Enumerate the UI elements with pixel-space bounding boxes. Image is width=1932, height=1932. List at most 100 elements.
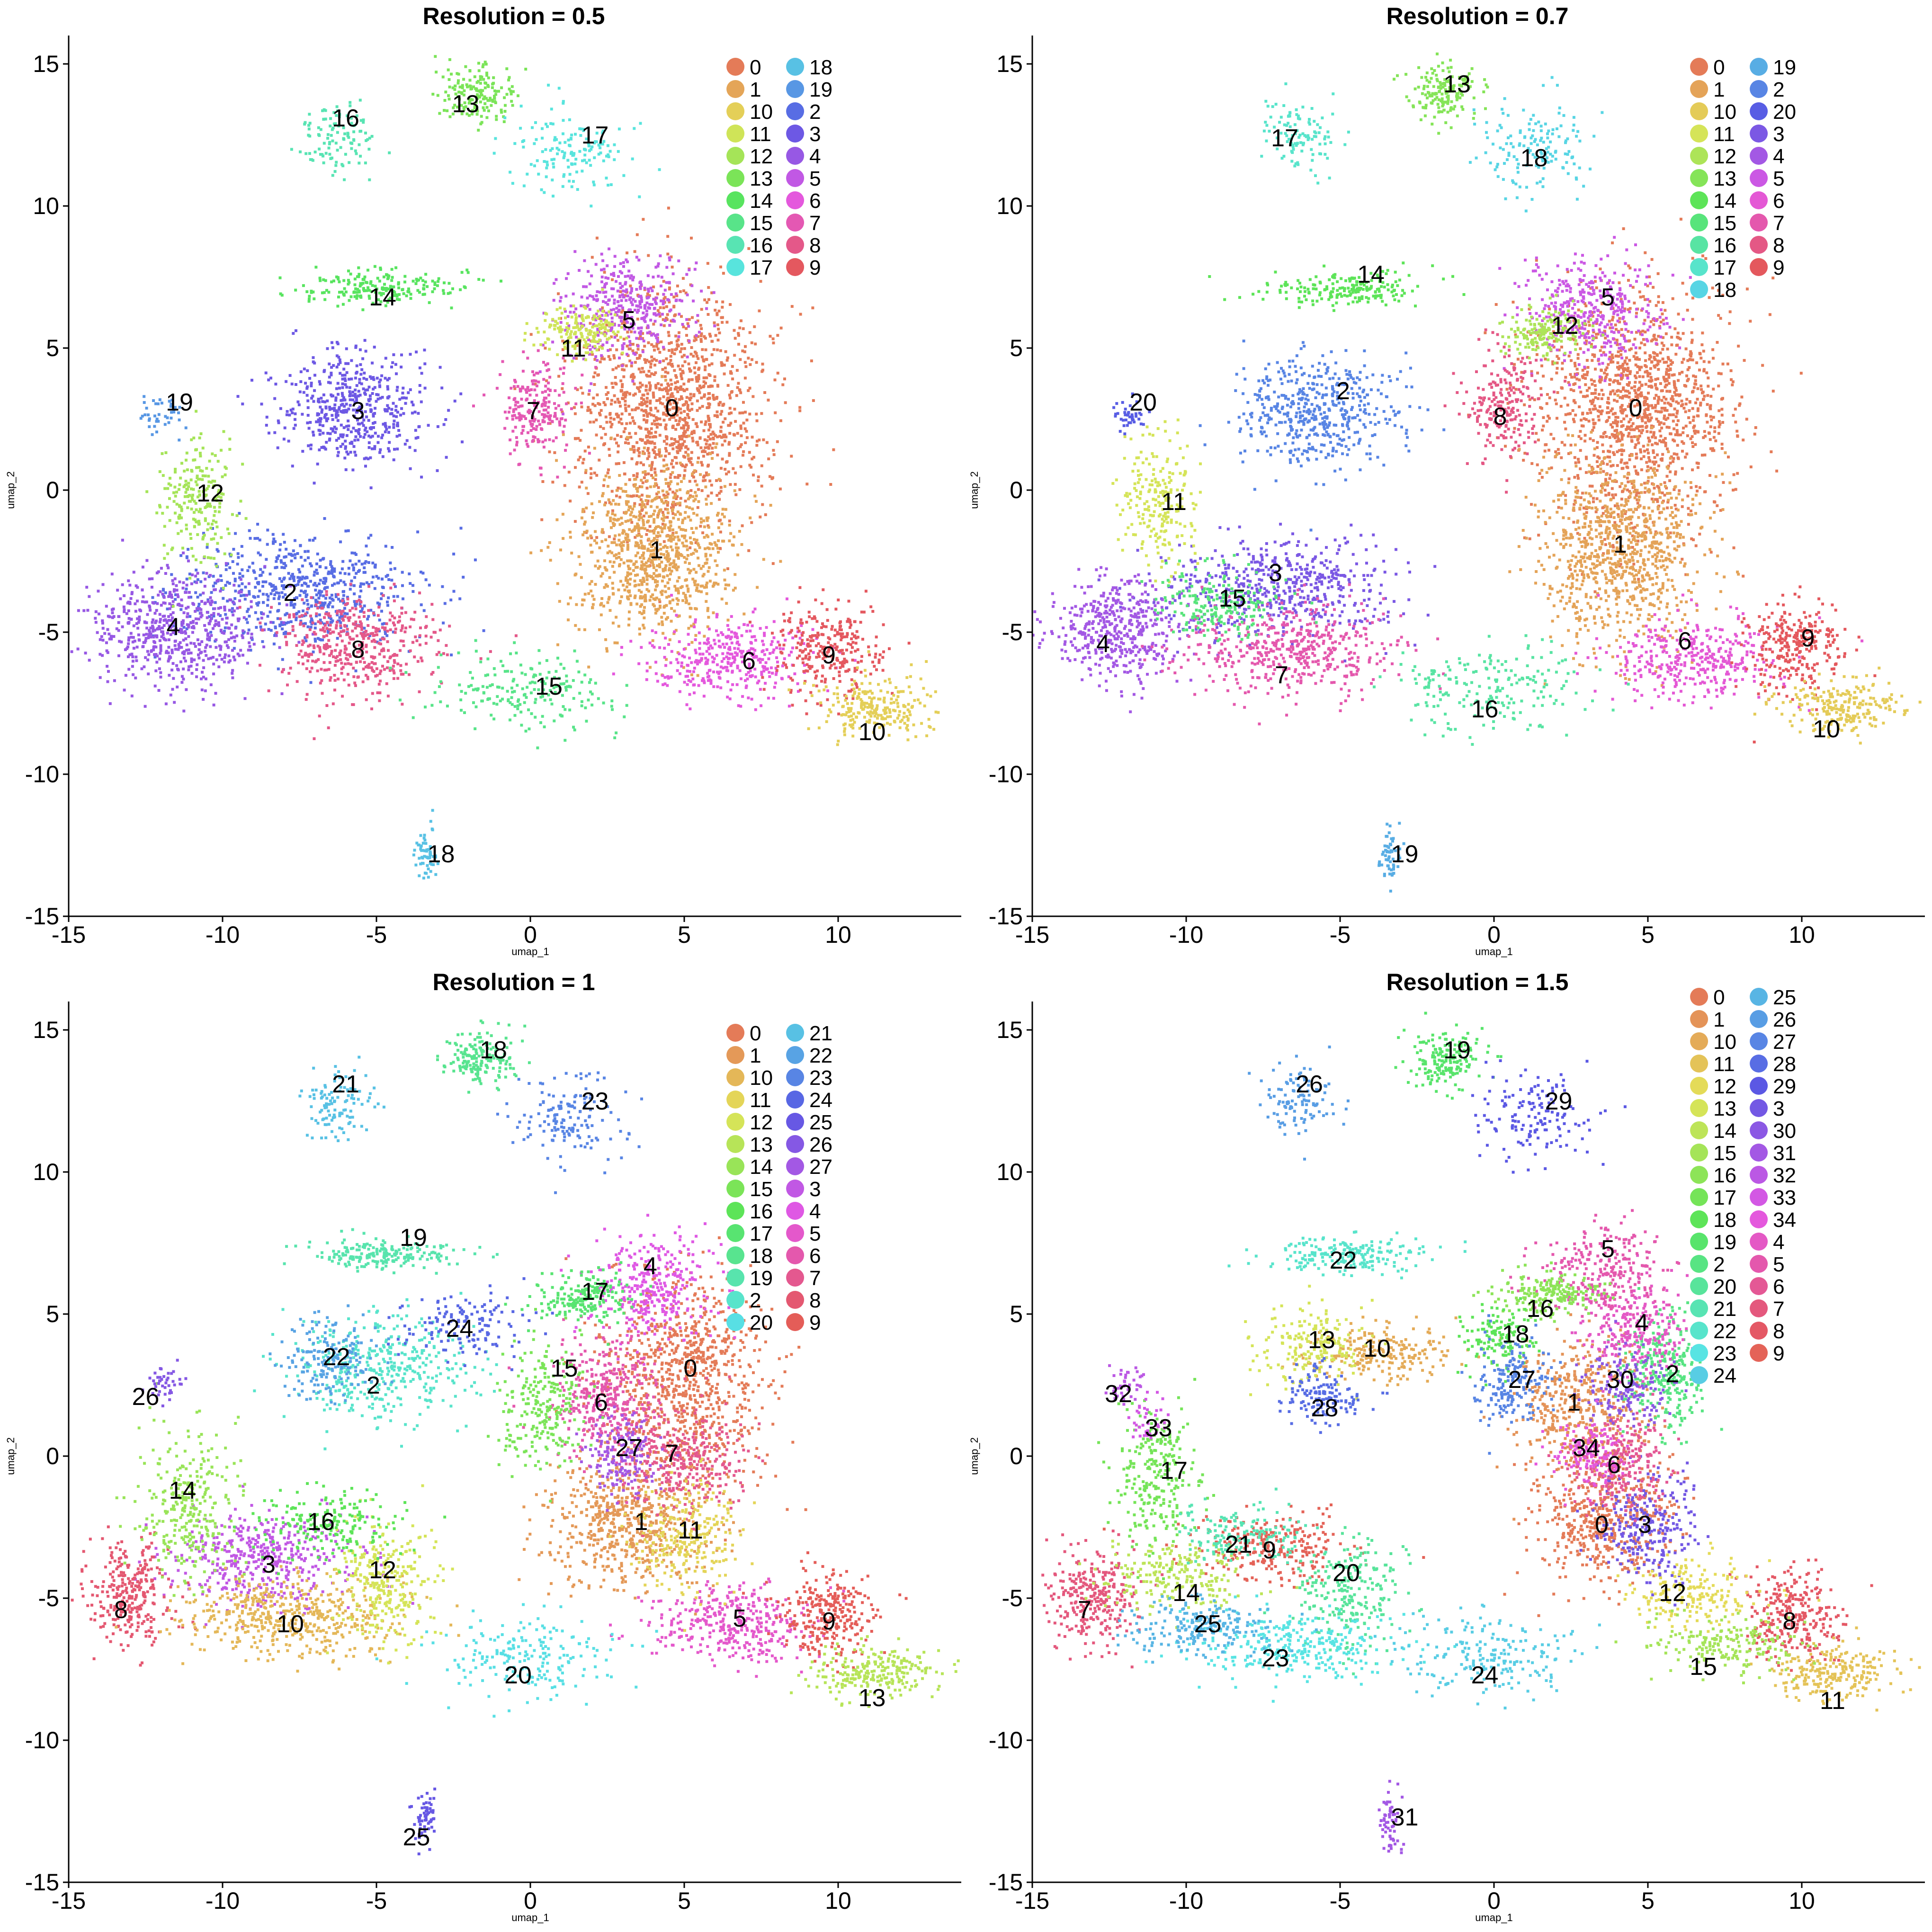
legend-label-15: 15 bbox=[750, 212, 773, 235]
y-tick-label: 5 bbox=[1010, 335, 1023, 361]
cluster-label-7: 7 bbox=[527, 397, 540, 425]
cluster-label-4: 4 bbox=[167, 613, 180, 641]
legend-key-30 bbox=[1750, 1121, 1768, 1139]
legend-key-8 bbox=[1750, 236, 1768, 254]
legend-label-18: 18 bbox=[1713, 278, 1736, 302]
cluster-label-0: 0 bbox=[665, 394, 679, 422]
legend-item-16: 16 bbox=[726, 234, 773, 257]
y-tick-label: 15 bbox=[996, 51, 1023, 77]
legend-key-18 bbox=[1690, 1210, 1708, 1228]
legend-key-0 bbox=[1690, 58, 1708, 76]
legend-key-7 bbox=[786, 214, 804, 232]
cluster-label-15: 15 bbox=[1690, 1653, 1717, 1681]
legend-label-5: 5 bbox=[809, 167, 821, 190]
legend-label-11: 11 bbox=[1713, 1053, 1735, 1076]
legend-label-11: 11 bbox=[750, 1089, 771, 1112]
legend-item-2: 2 bbox=[1690, 1253, 1725, 1276]
cluster-label-3: 3 bbox=[1638, 1511, 1652, 1538]
umap-panel-3: -15 -10 -5 0 5 10-15-10-5051015umap_1umap_2Re… bbox=[5, 969, 961, 1923]
cluster-label-28: 28 bbox=[1311, 1395, 1339, 1422]
legend-key-14 bbox=[1690, 1121, 1708, 1139]
legend-key-3 bbox=[1750, 125, 1768, 143]
cluster-points-12 bbox=[145, 410, 247, 608]
legend-key-24 bbox=[1690, 1366, 1708, 1384]
legend-key-14 bbox=[1690, 191, 1708, 209]
legend-key-0 bbox=[1690, 988, 1708, 1006]
cluster-points-14 bbox=[1208, 261, 1465, 312]
cluster-label-26: 26 bbox=[1296, 1071, 1323, 1098]
cluster-label-23: 23 bbox=[581, 1088, 609, 1115]
legend-key-16 bbox=[726, 236, 744, 254]
cluster-points-23 bbox=[496, 1072, 643, 1194]
legend-item-9: 9 bbox=[786, 256, 821, 279]
legend-item-17: 17 bbox=[1690, 1186, 1736, 1209]
legend-label-20: 20 bbox=[750, 1311, 773, 1334]
cluster-label-26: 26 bbox=[132, 1383, 160, 1411]
legend-item-1: 1 bbox=[726, 78, 761, 101]
legend-item-26: 26 bbox=[1750, 1008, 1796, 1031]
cluster-label-8: 8 bbox=[1783, 1608, 1797, 1635]
cluster-label-29: 29 bbox=[1545, 1088, 1573, 1115]
legend-key-5 bbox=[1750, 1255, 1768, 1273]
cluster-label-7: 7 bbox=[665, 1440, 679, 1467]
legend-key-29 bbox=[1750, 1077, 1768, 1095]
cluster-label-0: 0 bbox=[684, 1355, 698, 1382]
y-tick-label: 0 bbox=[46, 477, 59, 503]
y-tick-label: -10 bbox=[25, 1727, 59, 1753]
legend-key-2 bbox=[786, 102, 804, 120]
x-tick-label: -10 bbox=[206, 1887, 240, 1914]
cluster-label-13: 13 bbox=[1308, 1326, 1335, 1354]
legend-label-1: 1 bbox=[1713, 78, 1725, 101]
legend-label-16: 16 bbox=[750, 234, 773, 257]
y-axis-label: umap_2 bbox=[5, 471, 17, 509]
legend-label-15: 15 bbox=[1713, 212, 1736, 235]
cluster-label-18: 18 bbox=[428, 841, 455, 868]
legend-key-18 bbox=[786, 58, 804, 76]
legend-item-8: 8 bbox=[786, 234, 821, 257]
legend-item-17: 17 bbox=[726, 256, 773, 279]
legend-item-20: 20 bbox=[1750, 100, 1796, 124]
legend-item-10: 10 bbox=[726, 100, 773, 124]
legend-label-10: 10 bbox=[750, 1066, 773, 1090]
legend-label-4: 4 bbox=[1773, 145, 1784, 168]
legend-item-9: 9 bbox=[1750, 256, 1784, 279]
legend-item-7: 7 bbox=[786, 1267, 821, 1290]
legend-item-28: 28 bbox=[1750, 1053, 1796, 1076]
cluster-points-21 bbox=[298, 1056, 385, 1143]
legend-label-29: 29 bbox=[1773, 1075, 1796, 1098]
cluster-points-8 bbox=[1728, 1558, 1873, 1672]
cluster-label-17: 17 bbox=[581, 1278, 609, 1306]
legend-item-3: 3 bbox=[1750, 1097, 1784, 1120]
legend-label-13: 13 bbox=[750, 167, 773, 190]
cluster-label-6: 6 bbox=[1607, 1451, 1621, 1479]
y-axis-label: umap_2 bbox=[968, 1437, 980, 1475]
cluster-label-23: 23 bbox=[1262, 1645, 1289, 1672]
legend-label-17: 17 bbox=[1713, 1186, 1736, 1209]
legend-key-15 bbox=[726, 214, 744, 232]
legend-item-24: 24 bbox=[786, 1089, 832, 1112]
legend-item-12: 12 bbox=[1690, 145, 1736, 168]
legend-item-1: 1 bbox=[726, 1044, 761, 1067]
x-tick-label: 10 bbox=[1789, 1887, 1815, 1914]
legend-key-1 bbox=[1690, 1010, 1708, 1028]
legend-label-2: 2 bbox=[809, 100, 821, 124]
cluster-label-27: 27 bbox=[615, 1434, 643, 1462]
legend-label-13: 13 bbox=[1713, 1097, 1736, 1120]
y-axis-label: umap_2 bbox=[968, 471, 980, 509]
cluster-label-5: 5 bbox=[622, 306, 636, 334]
cluster-label-12: 12 bbox=[369, 1556, 396, 1584]
y-tick-label: 0 bbox=[1010, 477, 1023, 503]
legend-key-10 bbox=[726, 1068, 744, 1086]
cluster-label-19: 19 bbox=[400, 1224, 427, 1252]
legend-key-6 bbox=[1750, 191, 1768, 209]
cluster-label-24: 24 bbox=[1471, 1662, 1499, 1689]
cluster-points-26 bbox=[1248, 1046, 1350, 1161]
legend-item-4: 4 bbox=[1750, 1231, 1784, 1254]
legend-label-10: 10 bbox=[1713, 1030, 1736, 1054]
cluster-label-8: 8 bbox=[1494, 403, 1507, 430]
legend-label-13: 13 bbox=[750, 1133, 773, 1156]
cluster-label-11: 11 bbox=[1820, 1687, 1845, 1715]
legend-key-5 bbox=[786, 1224, 804, 1242]
legend-label-30: 30 bbox=[1773, 1119, 1796, 1143]
